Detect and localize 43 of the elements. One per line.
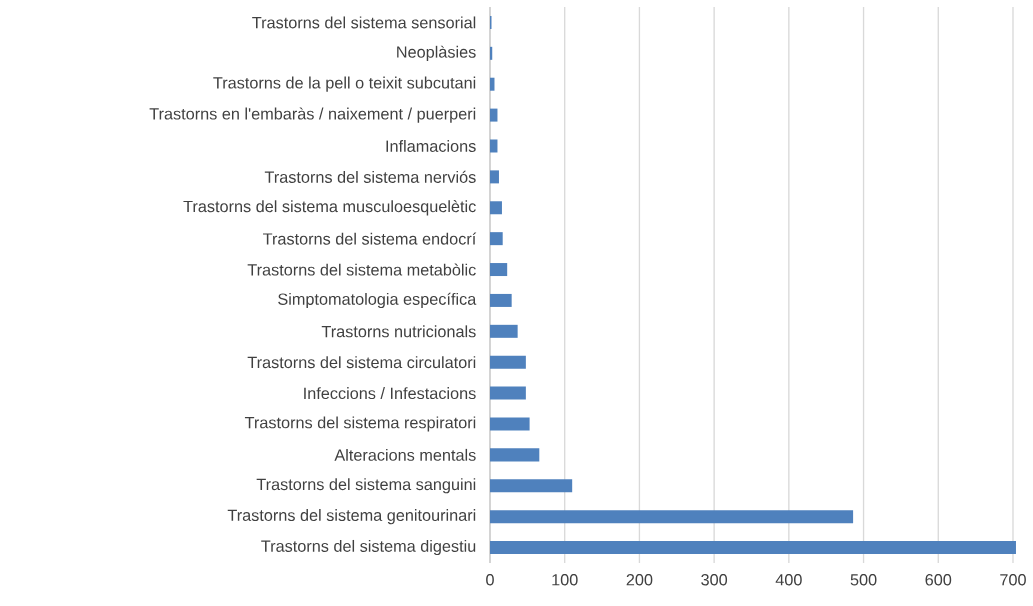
bar — [490, 355, 526, 369]
x-tick-label: 100 — [552, 574, 578, 586]
x-tick-label: 400 — [775, 574, 802, 586]
y-tick-label: Trastorns del sistema endocrí — [263, 232, 477, 245]
bar — [490, 479, 573, 493]
y-tick-label: Trastorns del sistema circulatori — [247, 356, 476, 369]
x-tick-label: 300 — [701, 574, 728, 586]
bar — [490, 386, 526, 400]
y-tick-label: Infeccions / Infestacions — [304, 387, 476, 400]
y-tick-label: Trastorns del sistema sanguini — [256, 478, 476, 494]
y-tick-label: Simptomatologia específica — [278, 292, 477, 309]
bar — [490, 46, 493, 60]
bar — [490, 201, 502, 215]
x-tick-label: 200 — [626, 574, 653, 586]
y-tick-label: Inflamacions — [386, 140, 476, 152]
bar — [490, 170, 499, 184]
bar — [490, 448, 540, 462]
x-tick-label: 0 — [486, 574, 494, 586]
y-tick-label: Trastorns del sistema metabòlic — [247, 263, 476, 276]
y-tick-label: Trastorns nutricionals — [321, 325, 476, 338]
y-tick-label: Trastorns del sistema nerviós — [264, 170, 476, 183]
y-tick-label: Trastorns del sistema digestiu — [261, 539, 476, 556]
bar — [490, 139, 498, 153]
y-tick-label: Alteracions mentals — [334, 448, 476, 461]
bar — [490, 293, 512, 307]
y-tick-label: Trastorns en l'embaràs / naixement / puerperi — [149, 107, 476, 123]
bar — [490, 541, 1016, 555]
y-tick-label: Neoplàsies — [397, 45, 476, 61]
x-tick-label: 700 — [1000, 574, 1026, 586]
x-tick-label: 500 — [850, 574, 877, 586]
bar — [490, 232, 503, 246]
bar — [490, 263, 508, 277]
y-tick-label: Trastorns de la pell o teixit subcutani — [213, 76, 476, 92]
x-tick-label: 600 — [925, 574, 952, 586]
y-tick-label: Trastorns del sistema sensorial — [252, 16, 476, 29]
y-tick-label: Trastorns del sistema genitourinari — [227, 509, 476, 525]
y-tick-label: Trastorns del sistema musculoesquelètic — [183, 200, 476, 216]
y-tick-label: Trastorns del sistema respiratori — [244, 416, 476, 432]
bar — [490, 77, 495, 91]
bar — [490, 417, 530, 431]
bar — [490, 108, 498, 122]
bar — [490, 510, 854, 524]
bar — [490, 324, 518, 338]
